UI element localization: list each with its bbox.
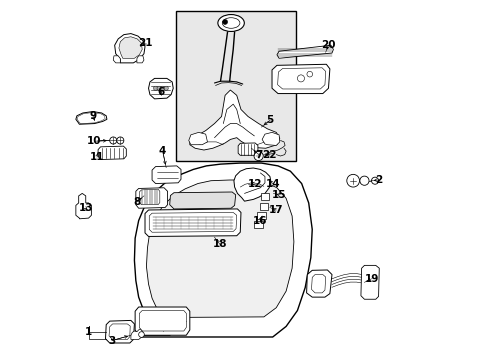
Circle shape	[371, 177, 378, 184]
Text: 21: 21	[138, 38, 152, 48]
Polygon shape	[188, 132, 207, 145]
Polygon shape	[119, 37, 142, 58]
Polygon shape	[238, 143, 257, 155]
Polygon shape	[135, 307, 189, 335]
Polygon shape	[271, 64, 329, 94]
Text: 16: 16	[253, 216, 267, 226]
Circle shape	[157, 86, 161, 90]
Polygon shape	[146, 180, 293, 318]
Circle shape	[222, 19, 227, 24]
Polygon shape	[169, 192, 235, 209]
Polygon shape	[139, 189, 160, 205]
Circle shape	[109, 137, 117, 144]
Polygon shape	[277, 68, 325, 89]
Polygon shape	[109, 324, 130, 339]
Circle shape	[153, 86, 158, 90]
Text: 3: 3	[108, 336, 116, 346]
Polygon shape	[136, 188, 167, 208]
Text: 20: 20	[321, 40, 335, 50]
Text: 15: 15	[271, 190, 286, 200]
Circle shape	[346, 174, 359, 187]
Polygon shape	[145, 209, 241, 237]
Circle shape	[253, 152, 263, 161]
Polygon shape	[276, 45, 333, 58]
Ellipse shape	[218, 14, 244, 31]
Text: 13: 13	[79, 203, 93, 213]
Text: 17: 17	[268, 205, 283, 215]
Polygon shape	[113, 56, 120, 63]
Circle shape	[160, 86, 164, 90]
Polygon shape	[148, 78, 173, 99]
Text: 4: 4	[159, 146, 166, 156]
Polygon shape	[105, 320, 134, 343]
Polygon shape	[152, 166, 181, 184]
Polygon shape	[306, 270, 331, 297]
Polygon shape	[122, 163, 312, 337]
Polygon shape	[139, 311, 186, 331]
Polygon shape	[114, 33, 145, 63]
Text: 10: 10	[87, 136, 102, 146]
Text: 9: 9	[90, 112, 97, 121]
Polygon shape	[262, 132, 279, 145]
Polygon shape	[311, 275, 325, 293]
Text: 7: 7	[254, 150, 262, 159]
Circle shape	[297, 75, 304, 82]
Text: 2: 2	[374, 175, 382, 185]
Text: 12: 12	[247, 179, 262, 189]
Circle shape	[306, 71, 312, 77]
Bar	[254, 221, 263, 228]
Bar	[175, 11, 295, 161]
Bar	[260, 193, 269, 201]
Polygon shape	[98, 146, 126, 159]
Text: 1: 1	[85, 327, 92, 337]
Bar	[259, 203, 267, 210]
Text: 18: 18	[212, 239, 226, 249]
Polygon shape	[76, 112, 107, 124]
Circle shape	[117, 137, 123, 144]
Text: 22: 22	[262, 150, 276, 160]
Polygon shape	[360, 265, 379, 299]
Text: 5: 5	[266, 115, 273, 125]
Text: 6: 6	[157, 87, 164, 97]
Text: 11: 11	[90, 152, 104, 162]
Polygon shape	[233, 168, 270, 201]
Circle shape	[359, 176, 368, 185]
Polygon shape	[137, 56, 143, 63]
Bar	[257, 212, 265, 219]
Polygon shape	[189, 90, 279, 150]
Polygon shape	[149, 212, 236, 232]
Circle shape	[164, 86, 168, 90]
Text: 14: 14	[265, 179, 280, 189]
Text: 19: 19	[364, 274, 378, 284]
Circle shape	[139, 332, 144, 337]
Text: 8: 8	[133, 197, 140, 207]
Polygon shape	[76, 193, 91, 219]
Polygon shape	[131, 329, 142, 339]
Ellipse shape	[222, 18, 240, 28]
